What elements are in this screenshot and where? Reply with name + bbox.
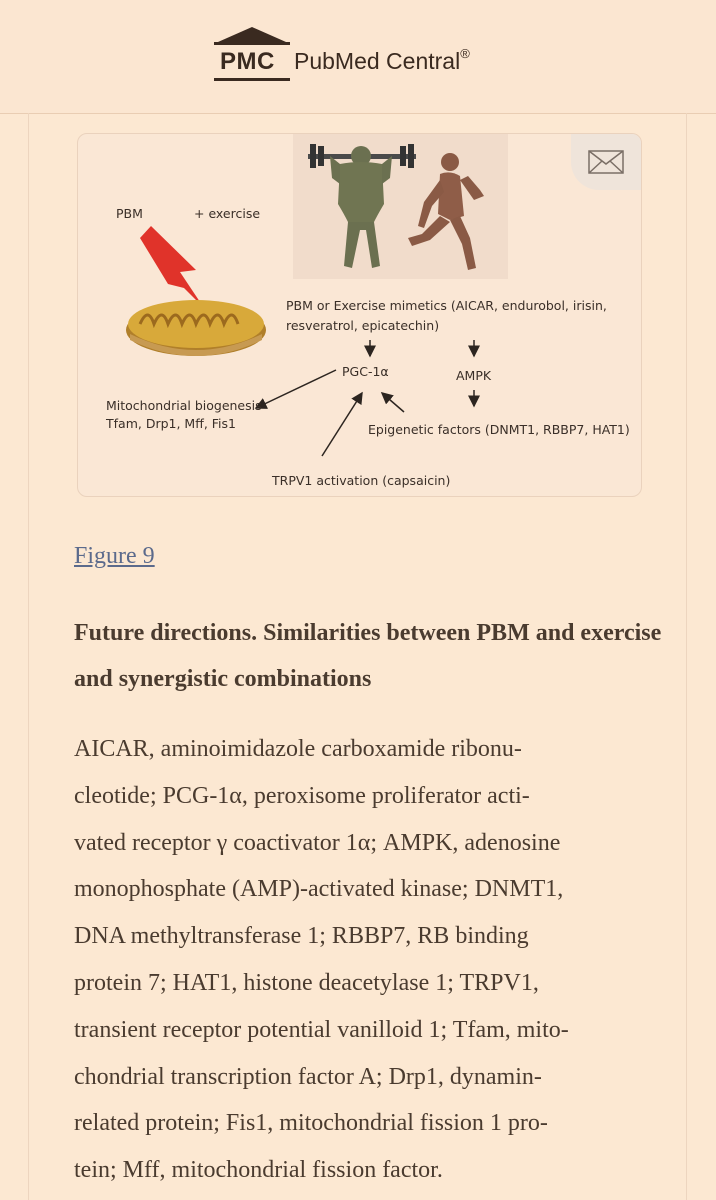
caption-line: chondrial transcription factor A; Drp1, … xyxy=(74,1063,542,1090)
caption-line: transient receptor potential vanilloid 1… xyxy=(74,1016,569,1043)
figure-title: Future directions. Similarities between … xyxy=(74,620,662,692)
left-border xyxy=(28,113,29,1200)
weightlifter-figure xyxy=(308,144,416,268)
mimetics-label-line2: resveratrol, epicatechin) xyxy=(286,318,439,333)
logo-title-text: PubMed Central xyxy=(294,48,461,74)
pbm-label: PBM xyxy=(116,206,143,221)
registered-mark: ® xyxy=(460,46,470,61)
caption-line: cleotide; PCG-1α, peroxisome proliferato… xyxy=(74,782,530,809)
figure-caption: AICAR, aminoimidazole carboxamide ribonu… xyxy=(74,726,664,1194)
pgc-label: PGC-1α xyxy=(342,364,389,379)
caption-line: tein; Mff, mitochondrial fission factor. xyxy=(74,1157,443,1184)
caption-line: AICAR, aminoimidazole carboxamide ribonu… xyxy=(74,736,522,762)
lightning-bolt-icon xyxy=(140,226,204,308)
caption-line: vated receptor γ coactivator 1α; AMPK, a… xyxy=(74,829,561,856)
exercise-label: + exercise xyxy=(194,206,260,221)
mitochondrion-illustration xyxy=(126,300,266,356)
envelope-icon xyxy=(588,150,624,174)
pmc-logo-mark: PMC xyxy=(214,26,290,84)
trpv1-label: TRPV1 activation (capsaicin) xyxy=(271,473,450,488)
ampk-label: AMPK xyxy=(456,368,492,383)
site-header: PMC PubMed Central® xyxy=(0,0,716,114)
figure-link[interactable]: Figure 9 xyxy=(74,543,155,569)
right-border xyxy=(686,113,687,1200)
runner-figure xyxy=(408,153,484,270)
caption-line: related protein; Fis1, mitochondrial fis… xyxy=(74,1110,548,1137)
epigenetic-label: Epigenetic factors (DNMT1, RBBP7, HAT1) xyxy=(368,422,630,437)
figure-thumbnail[interactable]: PBM + exercise PBM or Exercise mimetics … xyxy=(77,133,642,497)
pmc-logo[interactable]: PMC PubMed Central® xyxy=(214,26,470,84)
mimetics-label-line1: PBM or Exercise mimetics (AICAR, endurob… xyxy=(286,298,607,313)
caption-line: protein 7; HAT1, histone deacetylase 1; … xyxy=(74,969,539,996)
biogenesis-label-line1: Mitochondrial biogenesis xyxy=(106,398,262,413)
logo-abbreviation: PMC xyxy=(220,48,275,75)
biogenesis-label-line2: Tfam, Drp1, Mff, Fis1 xyxy=(105,416,236,431)
logo-title: PubMed Central® xyxy=(294,46,470,75)
expand-figure-button[interactable] xyxy=(571,134,641,190)
caption-line: monophosphate (AMP)-activated kinase; DN… xyxy=(74,876,564,903)
caption-line: DNA methyltransferase 1; RBBP7, RB bindi… xyxy=(74,923,529,950)
